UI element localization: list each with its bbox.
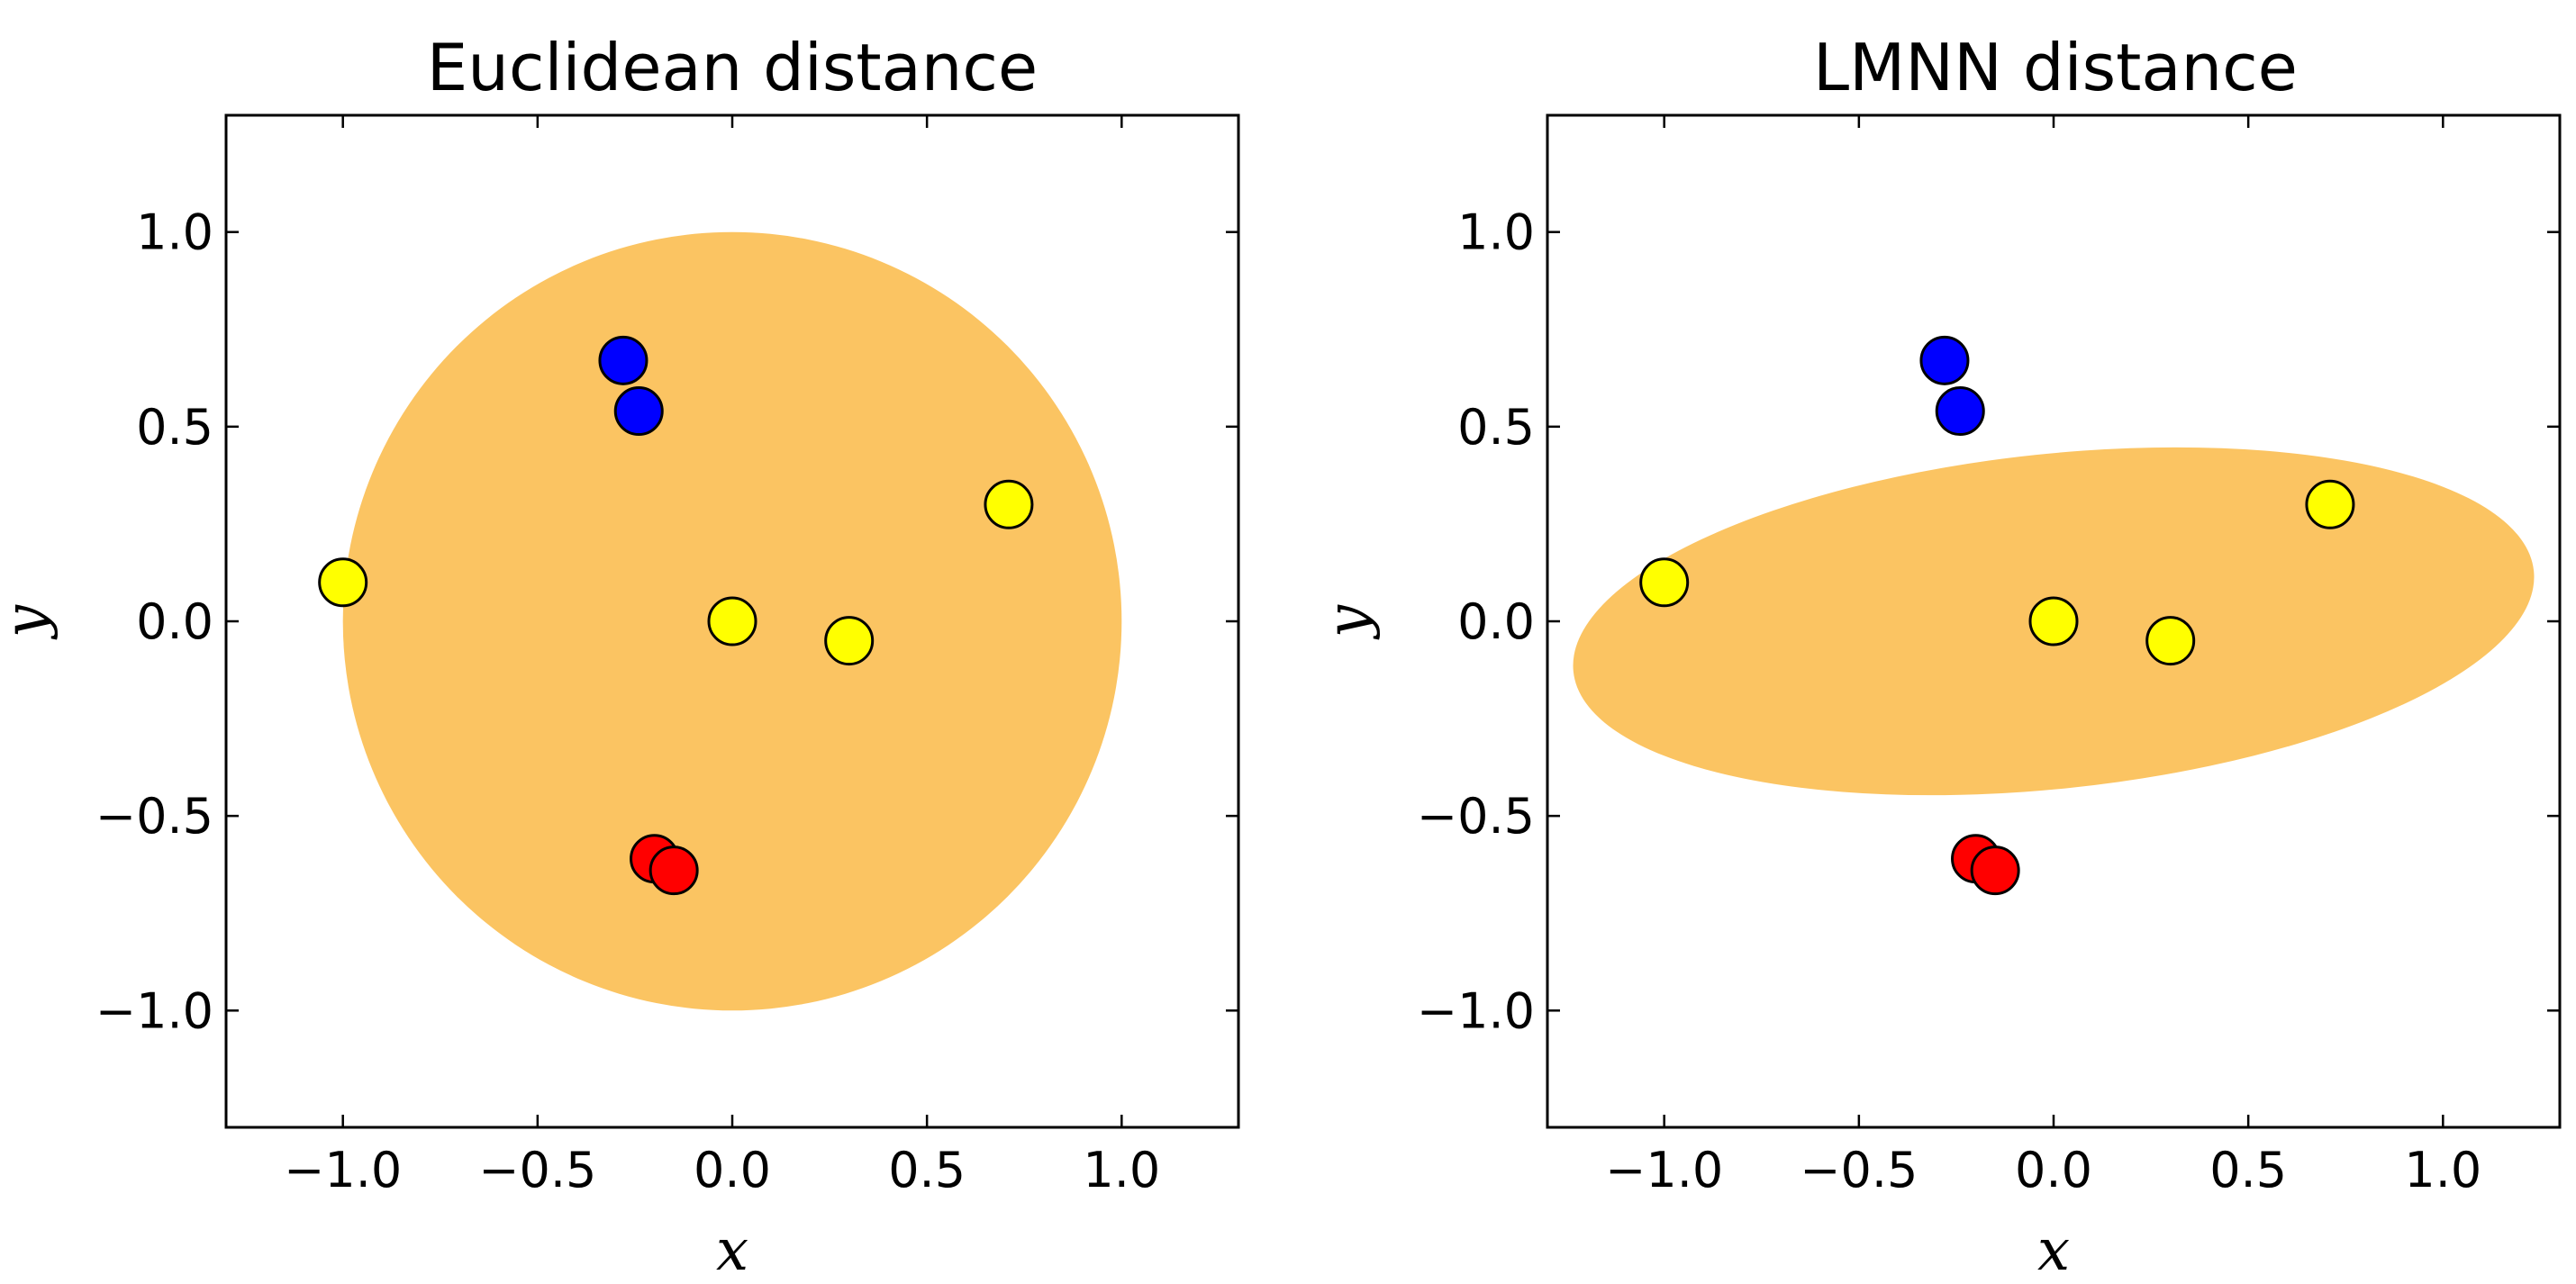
panel-title: Euclidean distance: [427, 30, 1038, 105]
ticks-layer: −1.0 −0.5 0.0 0.5 1.0 1.0 0.5 0.0 −0.5 −1.0: [95, 115, 1238, 1198]
y-tick-label: −0.5: [95, 788, 213, 845]
data-point: [2305, 479, 2355, 529]
data-point: [2028, 596, 2079, 647]
y-tick-label: −0.5: [1417, 788, 1535, 845]
y-tick-label: 1.0: [1457, 204, 1535, 261]
data-point: [824, 616, 875, 666]
y-tick-label: 0.5: [1457, 399, 1535, 456]
ticks-layer: −1.0 −0.5 0.0 0.5 1.0 1.0 0.5 0.0 −0.5 −1.0: [1417, 115, 2560, 1198]
x-tick-label: 1.0: [1083, 1142, 1160, 1198]
x-tick-label: 0.5: [888, 1142, 966, 1198]
data-point: [613, 386, 664, 437]
x-tick-label: −0.5: [478, 1142, 596, 1198]
y-axis-label: y: [1315, 604, 1382, 640]
data-point: [1639, 557, 1690, 608]
data-point: [649, 845, 699, 896]
points-layer: [1639, 335, 2355, 896]
x-tick-label: 1.0: [2404, 1142, 2481, 1198]
y-tick-label: 0.5: [136, 399, 213, 456]
points-layer: [318, 335, 1034, 896]
y-tick-label: 1.0: [136, 204, 213, 261]
data-point: [1935, 386, 1985, 437]
x-tick-label: −1.0: [1605, 1142, 1723, 1198]
data-point: [598, 335, 649, 385]
data-point: [1919, 335, 1970, 385]
y-tick-label: 0.0: [136, 593, 213, 650]
y-tick-label: 0.0: [1457, 593, 1535, 650]
x-tick-label: −1.0: [284, 1142, 402, 1198]
x-axis-label: x: [716, 1217, 748, 1284]
y-axis-label: y: [0, 604, 59, 640]
x-tick-label: 0.0: [694, 1142, 771, 1198]
y-tick-label: −1.0: [1417, 982, 1535, 1039]
data-point: [2145, 616, 2196, 666]
x-tick-label: −0.5: [1800, 1142, 1918, 1198]
x-tick-label: 0.0: [2015, 1142, 2092, 1198]
x-tick-label: 0.5: [2209, 1142, 2287, 1198]
data-point: [984, 479, 1034, 529]
lmnn-panel: LMNN distance −1.0 −0.5 0.0 0.5 1.0 1.0 0.5 0.0…: [1315, 30, 2562, 1284]
x-axis-label: x: [2037, 1217, 2070, 1284]
data-point: [707, 596, 757, 647]
data-point: [1970, 845, 2020, 896]
euclidean-panel: Euclidean distance −1.0 −0.5 0.0 0.5 1.0 1.0 0…: [0, 30, 1240, 1284]
data-point: [318, 557, 368, 608]
y-tick-label: −1.0: [95, 982, 213, 1039]
panel-title: LMNN distance: [1813, 30, 2298, 105]
